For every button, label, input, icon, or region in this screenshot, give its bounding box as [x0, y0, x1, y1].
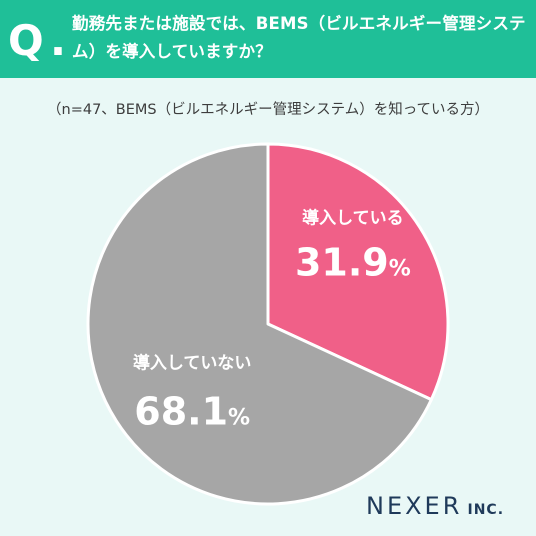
question-text: 勤務先または施設では、BEMS（ビルエネルギー管理システム）を導入していますか？ [72, 14, 526, 61]
nexer-logo: NEXER INC. [366, 492, 504, 522]
slice-label-2: 導入していない [133, 353, 252, 374]
pie-slice-2 [86, 142, 433, 506]
q-mark: Q [8, 16, 44, 65]
logo-main: NEXER [366, 492, 463, 520]
slice-value-1: 31.9% [295, 241, 411, 285]
sample-note: （n=47、BEMS（ビルエネルギー管理システム）を知っている方） [47, 102, 489, 118]
slice-value-2: 68.1% [134, 390, 250, 434]
slice-label-1: 導入している [302, 208, 404, 229]
pie-slice-1 [266, 142, 450, 402]
logo-suffix: INC. [467, 502, 505, 518]
question-header: Q . 勤務先または施設では、BEMS（ビルエネルギー管理システム）を導入してい… [0, 0, 536, 78]
q-dot: . [50, 16, 66, 65]
